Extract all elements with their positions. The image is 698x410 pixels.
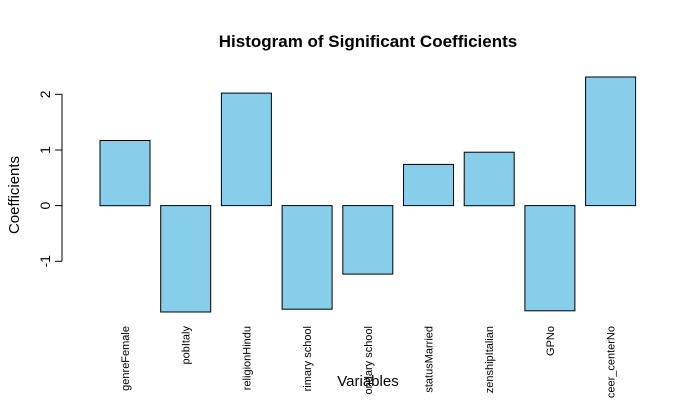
x-tick-label: GPNo [545, 326, 557, 356]
bar-statusmarried [403, 163, 454, 207]
x-tick-label: rimary school [302, 326, 314, 391]
y-tick-label: -1 [37, 255, 53, 268]
x-tick-label: genreFemale [120, 326, 132, 391]
x-tick-label: statusMarried [424, 326, 436, 393]
bar-genrefemale [99, 140, 151, 207]
bar-rimary-school [281, 205, 333, 310]
y-axis-label: Coefficients [6, 156, 23, 234]
x-axis-label: Variables [337, 373, 398, 390]
bars-group [99, 76, 637, 313]
bar-gpno [524, 205, 576, 312]
bar-zenshipitalian [463, 151, 515, 207]
y-tick-label: 1 [37, 146, 53, 154]
y-tick-label: 0 [37, 201, 53, 209]
chart-title: Histogram of Significant Coefficients [219, 32, 517, 51]
x-tick-label: pobItaly [181, 326, 193, 365]
category-labels: genreFemale pobItaly religionHindu rimary s… [120, 326, 618, 399]
y-tick-label: 2 [37, 90, 53, 98]
bar-pobitaly [160, 205, 212, 313]
x-tick-label: zenshipItalian [484, 326, 496, 393]
x-tick-label: ondary school [363, 326, 375, 395]
bar-ondary-school [342, 205, 394, 275]
bar-religionhindu [220, 92, 272, 207]
x-tick-label: ceer_centerNo [606, 326, 618, 398]
y-axis: -1 0 1 2 [37, 90, 63, 268]
x-tick-label: religionHindu [241, 326, 253, 390]
bar-ceer-centerno [585, 76, 637, 207]
